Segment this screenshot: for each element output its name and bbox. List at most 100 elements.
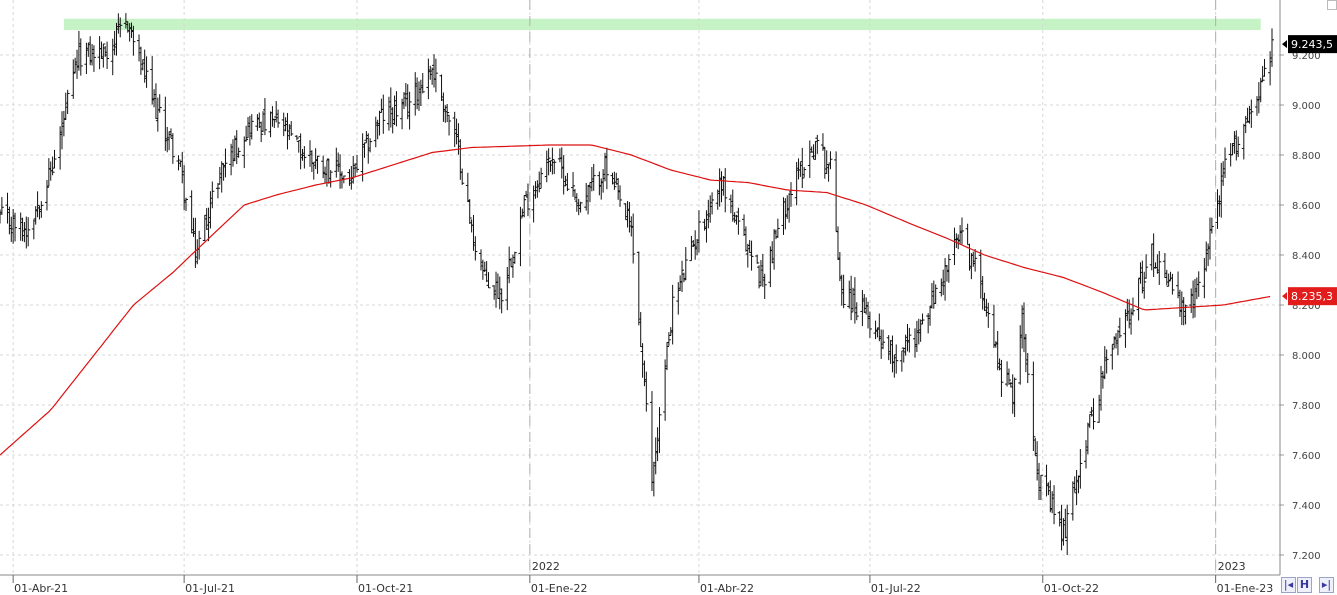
ohlc-bar (789, 182, 794, 207)
ohlc-bar (907, 327, 912, 353)
y-tick-label: 8.600 (1292, 201, 1321, 212)
ohlc-bar (35, 191, 40, 218)
ohlc-bar (1223, 147, 1228, 178)
ohlc-bar (723, 168, 728, 213)
ma-value-badge-box (1288, 287, 1337, 306)
ohlc-bar (946, 254, 951, 283)
ohlc-bar (445, 104, 450, 123)
ohlc-bar (0, 197, 4, 215)
ohlc-bar (1260, 66, 1265, 82)
ma-value-badge-pointer (1282, 292, 1287, 301)
ohlc-bar (644, 371, 649, 412)
ohlc-bar (696, 210, 701, 253)
ohlc-bar (670, 284, 675, 345)
ohlc-bar (1262, 59, 1267, 77)
ohlc-bar (973, 249, 978, 272)
ohlc-bar (537, 171, 542, 193)
ohlc-bar (1196, 271, 1201, 297)
ohlc-bar (565, 173, 570, 192)
ohlc-bar (1052, 485, 1057, 525)
ohlc-bar (867, 311, 872, 338)
ohlc-bar (1249, 99, 1254, 128)
ohlc-bar (749, 240, 754, 271)
nav-next-button[interactable]: ▸| (1319, 577, 1334, 593)
ohlc-bar (394, 91, 399, 127)
ohlc-bar (368, 138, 373, 153)
ohlc-bar (276, 109, 281, 128)
ohlc-bar (262, 98, 267, 136)
ohlc-bar (362, 142, 367, 158)
x-tick-label: 01-Jul-21 (185, 582, 235, 595)
ohlc-bar (91, 45, 96, 72)
ohlc-bar (1104, 349, 1109, 374)
y-tick-label: 7.400 (1292, 501, 1321, 512)
ohlc-bar (433, 58, 438, 93)
ohlc-bar (841, 274, 846, 309)
x-tick-label: 01-Ene-22 (531, 582, 588, 595)
ohlc-bar (460, 168, 465, 185)
year-label: 2023 (1218, 560, 1246, 573)
ohlc-bar (157, 94, 162, 113)
ohlc-bar (294, 135, 299, 141)
ohlc-bar (1031, 361, 1036, 451)
ohlc-bar (289, 121, 294, 136)
x-tick-label: 01-Abr-21 (14, 582, 68, 595)
ohlc-bar (315, 155, 320, 174)
ohlc-bar (894, 344, 899, 374)
x-tick-label: 01-Jul-22 (871, 582, 921, 595)
ohlc-bar (1038, 474, 1043, 501)
moving-average-line (0, 144, 1271, 456)
ohlc-bar (578, 201, 583, 213)
ohlc-bar (986, 302, 991, 328)
ohlc-bar (775, 218, 780, 238)
ohlc-bar (881, 329, 886, 350)
ohlc-bar (1142, 271, 1147, 299)
ohlc-bar (210, 181, 215, 209)
ohlc-bar (420, 73, 425, 94)
ohlc-bar (1006, 368, 1011, 385)
ohlc-bar (683, 247, 688, 281)
ma-value-badge: 8.235,3 (1282, 287, 1337, 306)
ohlc-bar (486, 272, 491, 289)
ma-value-badge-label: 8.235,3 (1291, 290, 1333, 303)
ohlc-bar (618, 185, 623, 207)
ohlc-bar (381, 94, 386, 134)
ohlc-bar (1012, 377, 1017, 418)
ohlc-bar (1270, 28, 1274, 67)
save-icon[interactable]: H (1297, 577, 1312, 593)
ohlc-bar (1258, 77, 1263, 103)
ohlc-bar (1117, 317, 1122, 339)
ohlc-bar (244, 125, 249, 142)
ohlc-bar (762, 273, 767, 300)
nav-prev-button[interactable]: |◂ (1281, 577, 1296, 593)
ohlc-bar (1209, 217, 1214, 234)
ohlc-bar (1110, 344, 1115, 370)
resistance-band-layer (63, 18, 1261, 30)
y-tick-label: 8.800 (1292, 151, 1321, 162)
ohlc-bar (39, 201, 44, 218)
ohlc-bar (604, 147, 609, 190)
y-tick-label: 8.400 (1292, 251, 1321, 262)
ohlc-bar (407, 91, 412, 130)
ohlc-bar (131, 25, 136, 56)
ohlc-bar (666, 332, 671, 346)
ohlc-bar (680, 260, 685, 293)
ohlc-bar (215, 182, 220, 199)
ohlc-bar (50, 156, 55, 176)
ohlc-bar (473, 236, 478, 261)
ohlc-bar (1157, 250, 1162, 285)
ohlc-bar (736, 207, 741, 235)
ohlc-bar (525, 183, 530, 217)
ohlc-bar (467, 199, 472, 224)
ohlc-bar (78, 38, 83, 76)
y-tick-label: 7.600 (1292, 451, 1321, 462)
ohlc-bar (920, 313, 925, 325)
ohlc-bar (552, 160, 557, 175)
ohlc-bar (26, 217, 31, 247)
ohlc-bar (612, 171, 617, 190)
ohlc-bar (259, 121, 264, 143)
ohlc-bar (1025, 353, 1030, 384)
ohlc-bar (52, 149, 57, 169)
x-tick-label: 01-Ene-23 (1217, 582, 1274, 595)
